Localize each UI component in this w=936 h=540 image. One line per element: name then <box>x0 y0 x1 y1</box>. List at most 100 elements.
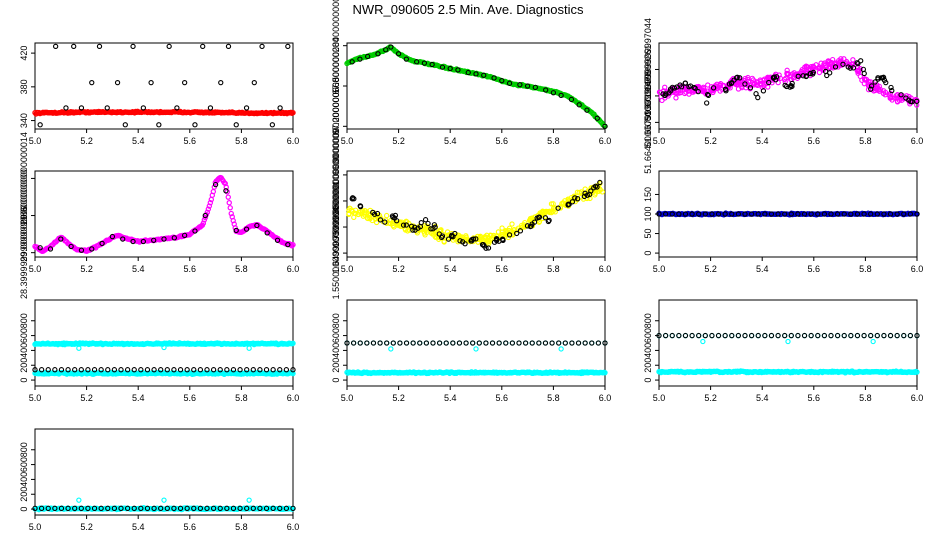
data-point <box>254 222 260 229</box>
y-tick-label: 29.6000000000000014 <box>19 132 29 225</box>
data-point <box>98 505 104 511</box>
data-point <box>111 505 118 511</box>
data-point <box>887 95 894 101</box>
series-black <box>37 43 291 128</box>
data-point <box>210 367 217 373</box>
data-point <box>156 122 162 128</box>
data-point <box>251 79 257 86</box>
data-point <box>277 105 283 111</box>
data-point <box>400 222 407 228</box>
y-tick-label: 200 <box>19 358 29 373</box>
data-point <box>350 195 356 201</box>
data-point <box>673 95 679 101</box>
data-point <box>463 234 469 240</box>
x-tick-label: 5.6 <box>496 264 509 274</box>
data-point <box>586 191 593 198</box>
data-point <box>423 340 430 346</box>
data-point <box>874 211 880 217</box>
data-point <box>227 205 233 211</box>
data-point <box>493 237 500 244</box>
data-point <box>875 75 881 81</box>
data-point <box>237 367 243 373</box>
data-point <box>850 65 857 71</box>
data-point <box>828 211 834 217</box>
x-tick-label: 5.6 <box>496 393 509 403</box>
data-point <box>528 218 534 224</box>
data-point <box>230 367 237 373</box>
data-point <box>364 53 371 60</box>
x-tick-label: 5.6 <box>808 393 821 403</box>
y-tick-label: 51.671999999999997044 <box>643 18 653 121</box>
data-point <box>428 226 434 232</box>
data-point <box>735 332 742 339</box>
y-tick-label: 67.50000000000000000 <box>331 0 341 94</box>
data-point <box>462 241 468 247</box>
data-point <box>562 340 568 346</box>
data-point <box>735 211 742 217</box>
data-point <box>122 122 128 128</box>
data-point <box>715 211 722 217</box>
data-point <box>450 340 456 346</box>
data-point <box>782 332 788 339</box>
data-point <box>549 340 555 346</box>
data-point <box>489 340 496 346</box>
data-point <box>907 211 914 217</box>
data-point <box>815 211 821 217</box>
data-point <box>447 65 453 72</box>
data-point <box>532 84 538 90</box>
data-point <box>362 212 368 218</box>
y-tick-label: 400 <box>331 343 341 358</box>
data-point <box>290 505 296 511</box>
data-point <box>524 83 531 89</box>
data-point <box>371 211 378 217</box>
data-point <box>894 332 900 339</box>
data-point <box>104 105 110 111</box>
data-point <box>37 245 43 251</box>
x-tick-label: 5.6 <box>496 136 509 146</box>
data-point <box>700 338 706 345</box>
y-tick-label: 380 <box>19 79 29 94</box>
data-point <box>588 185 594 191</box>
data-point <box>457 238 463 244</box>
data-point <box>682 80 688 86</box>
plot-frame <box>34 170 294 258</box>
data-point <box>225 194 231 200</box>
data-point <box>669 211 675 217</box>
data-point <box>367 216 373 222</box>
data-point <box>418 220 424 226</box>
data-point <box>850 57 856 63</box>
data-point <box>161 344 167 351</box>
data-point <box>85 505 91 511</box>
data-point <box>828 332 834 339</box>
data-point <box>223 188 229 194</box>
data-point <box>462 238 469 244</box>
data-point <box>225 43 232 50</box>
x-tick-label: 5.2 <box>704 136 717 146</box>
data-point <box>517 228 524 234</box>
data-point <box>403 56 409 62</box>
data-point <box>151 237 157 243</box>
data-point <box>91 367 98 373</box>
data-point <box>192 122 198 128</box>
data-point <box>558 346 564 352</box>
data-point <box>263 505 270 511</box>
y-tick-label: 1.64999999999999991 <box>331 181 341 274</box>
data-point <box>701 89 707 95</box>
data-point <box>375 51 381 57</box>
data-point <box>575 340 582 346</box>
x-tick-label: 5.6 <box>184 522 197 532</box>
y-tick-label: 600 <box>331 328 341 343</box>
data-point <box>357 56 363 62</box>
x-tick-label: 5.0 <box>341 264 354 274</box>
data-point <box>202 214 209 221</box>
data-point <box>244 505 250 511</box>
data-point <box>89 79 95 86</box>
data-point <box>765 74 771 80</box>
data-point <box>243 105 250 111</box>
x-tick-label: 6.0 <box>287 264 300 274</box>
data-point <box>370 340 377 346</box>
data-point <box>355 211 361 217</box>
data-point <box>789 71 796 77</box>
data-point <box>496 340 502 346</box>
y-tick-label: 340 <box>19 113 29 128</box>
